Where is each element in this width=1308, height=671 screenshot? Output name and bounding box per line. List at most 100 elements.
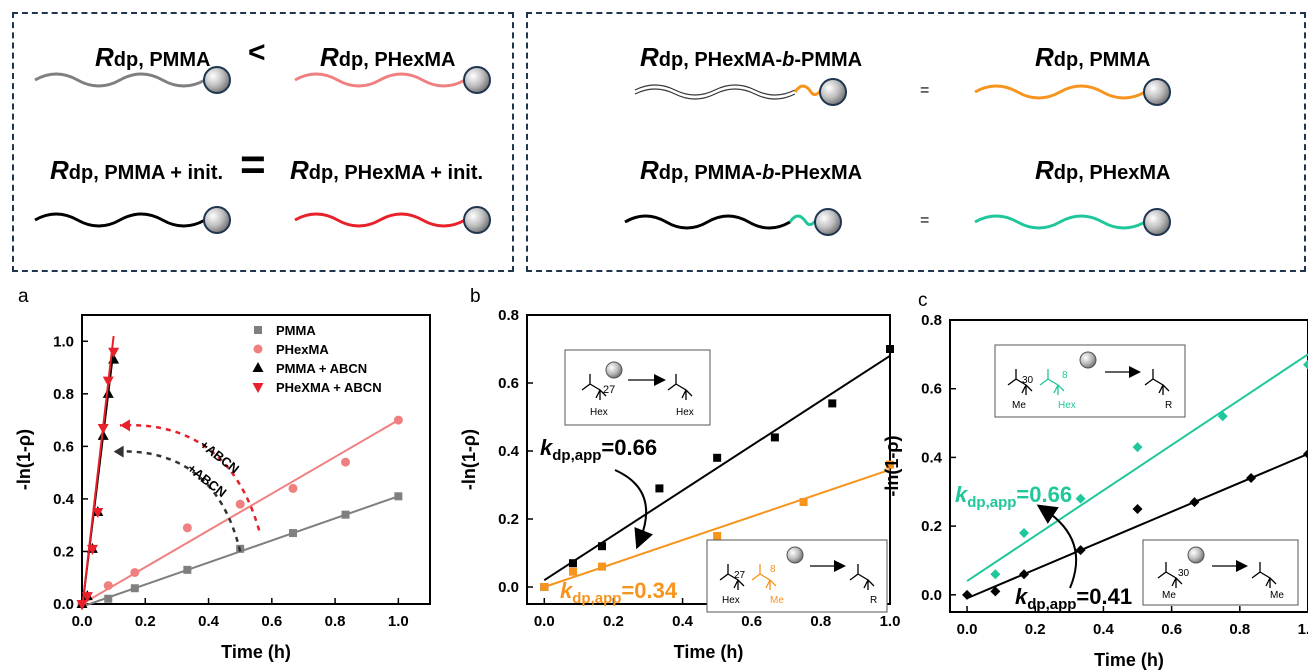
curved-arrow-icon	[614, 469, 653, 550]
fit-line	[966, 353, 1308, 582]
substituent-label: Me	[770, 595, 784, 606]
data-point	[289, 529, 298, 538]
rate-label-pmma-right: Rdp, PMMA	[1035, 42, 1151, 72]
data-point	[288, 483, 298, 493]
data-point	[254, 326, 262, 334]
x-tick-label: 0.0	[534, 613, 555, 630]
x-tick-label: 0.6	[261, 613, 282, 630]
repeat-count-label: 30	[1022, 375, 1034, 386]
structure-box-top: 30 8 Me Hex R	[994, 344, 1186, 418]
x-tick-label: 0.0	[72, 613, 93, 630]
chain-phexma-right	[974, 208, 1171, 236]
data-point	[962, 589, 973, 600]
x-axis-label: Time (h)	[674, 642, 744, 662]
chain-phexma-b-pmma	[634, 78, 847, 106]
curved-arrow-icon	[1036, 504, 1078, 589]
polymer-end-ball-icon	[463, 66, 491, 94]
substituent-label: Hex	[722, 595, 740, 606]
data-point	[97, 423, 109, 434]
data-point	[1018, 527, 1029, 538]
data-point	[130, 584, 139, 593]
data-point	[102, 387, 114, 398]
data-point	[108, 347, 120, 358]
data-point	[655, 484, 664, 493]
red-dashed-arrow	[119, 423, 261, 531]
x-tick-label: 0.4	[672, 613, 694, 630]
data-point	[183, 565, 192, 574]
x-axis-label: Time (h)	[221, 642, 291, 662]
substituent-label: R	[870, 595, 877, 606]
y-axis-label: -ln(1-ρ)	[14, 429, 34, 490]
schematic-right-box	[526, 12, 1306, 272]
data-point	[713, 532, 722, 540]
chain-pmma	[34, 66, 231, 94]
y-tick-label: 0.0	[921, 587, 942, 604]
rate-label-phexma-right: Rdp, PHexMA	[1035, 155, 1171, 185]
y-tick-label: 0.8	[921, 312, 942, 329]
series-0	[966, 353, 1308, 582]
y-tick-label: 0.4	[498, 443, 520, 460]
panel-letter: a	[18, 286, 29, 307]
polymer-end-ball-icon	[203, 66, 231, 94]
x-tick-label: 0.8	[810, 613, 831, 630]
y-tick-label: 0.4	[921, 449, 943, 466]
y-tick-label: 0.6	[498, 375, 519, 392]
y-tick-label: 0.2	[53, 543, 74, 560]
data-point	[86, 544, 98, 555]
black-dashed-arrow	[113, 450, 242, 552]
charts-group: a 0.0 0.2 0.4 0.6 0.8 1.0 0.0 0.2 0.4 0.6 0.8 1.0 Tim…	[14, 286, 1308, 670]
legend-entry: PHexMA	[276, 342, 329, 357]
data-point	[182, 523, 192, 533]
data-point	[1217, 411, 1228, 422]
panel-letter: c	[918, 290, 928, 311]
polymer-end-ball-icon	[1187, 546, 1205, 564]
repeat-count-label: 27	[603, 384, 615, 396]
data-point	[886, 345, 894, 353]
k-label-orange: kdp,app=0.34	[560, 578, 678, 607]
rate-label-phexma-init: Rdp, PHexMA + init.	[290, 155, 484, 185]
y-tick-label: 0.8	[53, 386, 74, 403]
data-point	[598, 562, 607, 571]
chart-panel-b: b 0.0 0.2 0.4 0.6 0.8 1.0 0.0 0.2 0.4 0.6 0.8 Time (…	[459, 286, 900, 662]
schematic-left-box	[12, 12, 514, 272]
data-point	[1246, 473, 1257, 484]
legend: PMMA PHexMA PMMA + ABCN PHeXMA + ABCN	[252, 323, 382, 395]
polymer-end-ball-icon	[819, 78, 847, 106]
panel-letter: b	[470, 286, 481, 307]
data-point	[1303, 359, 1308, 370]
plot-frame	[81, 314, 431, 605]
data-point	[1075, 545, 1086, 556]
chain-pmma-right	[974, 78, 1171, 106]
polymer-end-ball-icon	[1079, 351, 1097, 369]
chart-panel-a: a 0.0 0.2 0.4 0.6 0.8 1.0 0.0 0.2 0.4 0.6 0.8 1.0 Tim…	[14, 286, 431, 662]
y-tick-label: 0.2	[498, 511, 519, 528]
equals-sign-2: =	[920, 212, 930, 229]
data-point	[130, 567, 140, 577]
data-point	[1303, 448, 1308, 459]
polymer-chain-schematics	[34, 66, 1171, 236]
x-tick-label: 0.2	[135, 613, 156, 630]
x-axis-label: Time (h)	[1094, 650, 1164, 670]
x-tick-label: 0.8	[325, 613, 346, 630]
repeat-count-label: 27	[734, 570, 746, 581]
data-point	[886, 460, 894, 469]
rate-label-pmma-b-phexma: Rdp, PMMA-b-PHexMA	[640, 155, 863, 185]
data-point	[252, 362, 264, 372]
x-tick-label: 0.6	[741, 613, 762, 630]
black-arrow-head-icon	[113, 445, 124, 458]
legend-entry: PMMA + ABCN	[276, 361, 367, 376]
polymer-end-ball-icon	[814, 208, 842, 236]
substituent-label: Me	[1162, 590, 1176, 601]
series-1	[77, 415, 403, 609]
data-point	[540, 583, 549, 591]
data-point	[104, 594, 113, 603]
data-point	[341, 457, 351, 467]
x-tick-label: 1.0	[388, 613, 409, 630]
data-point	[341, 510, 350, 519]
data-point	[1018, 569, 1029, 580]
y-tick-label: 0.6	[53, 438, 74, 455]
k-label-teal: kdp,app=0.66	[955, 482, 1072, 511]
x-tick-label: 0.2	[603, 613, 624, 630]
series-1	[540, 460, 894, 591]
